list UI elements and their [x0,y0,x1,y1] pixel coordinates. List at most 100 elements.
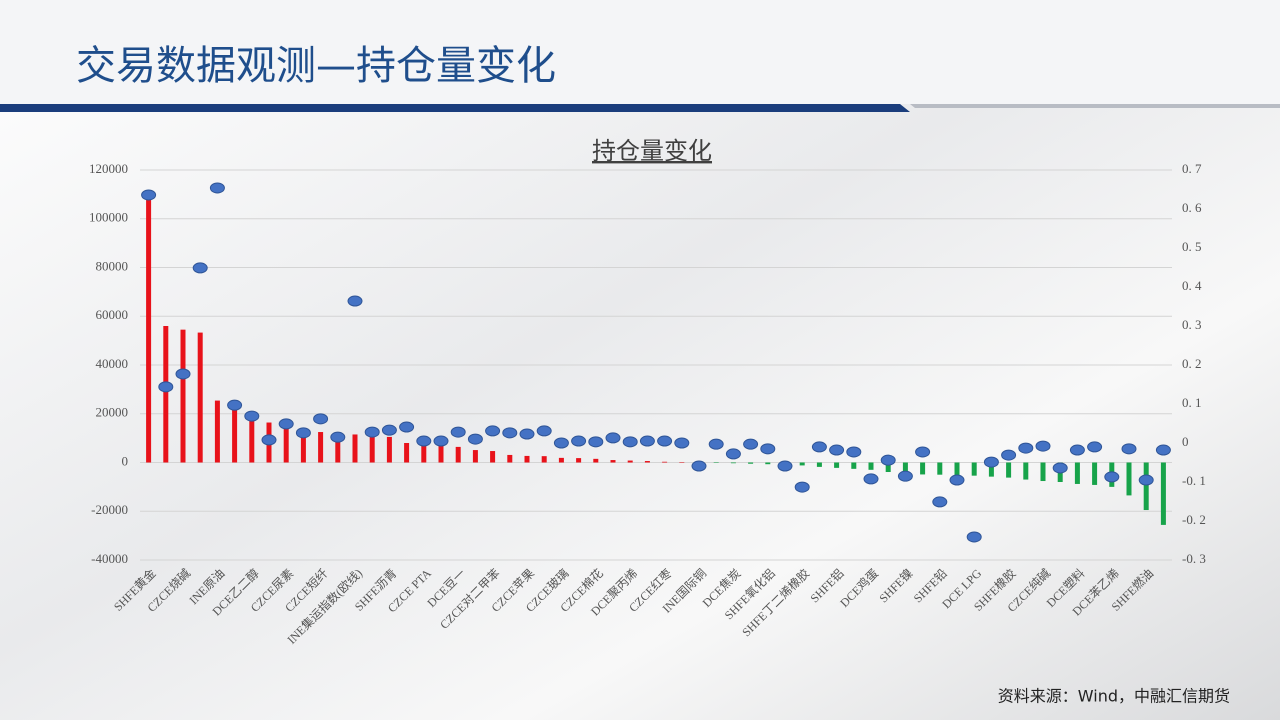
bar [146,194,152,463]
dot [313,413,329,425]
dot [1035,440,1051,452]
y2-tick-label: 0. 7 [1182,161,1202,176]
dot [399,421,415,433]
dot [691,460,707,472]
y2-tick-label: 0 [1182,434,1189,449]
bar [799,462,805,466]
bar [1040,462,1046,482]
bar [765,462,771,465]
dot [571,435,587,447]
dot [1018,442,1034,454]
bar [1092,462,1098,485]
bar [937,462,943,475]
bar [352,434,358,463]
bar [988,462,994,477]
bar [283,427,289,463]
bar [576,458,582,463]
bar [610,460,616,463]
dot [364,426,380,438]
bar [1023,462,1029,480]
dot [519,428,535,440]
dot [227,399,243,411]
bar [627,460,633,463]
y-tick-label: 120000 [89,161,128,176]
dot [1087,441,1103,453]
bar [1126,462,1132,496]
bar [438,445,444,463]
dot [708,438,724,450]
dot [622,436,638,448]
bar [1143,462,1149,511]
y2-tick-label: 0. 4 [1182,278,1202,293]
y-tick-label: 60000 [96,307,129,322]
dot [278,418,294,430]
bar [662,461,668,463]
header-rule-light [910,104,1280,108]
y2-tick-label: 0. 2 [1182,356,1202,371]
dot [1138,474,1154,486]
bar [713,462,719,463]
dot [657,435,673,447]
bar [902,462,908,474]
bar [748,462,754,464]
bar [593,458,599,463]
bar [541,456,547,463]
bar [214,400,220,463]
dot [811,441,827,453]
bar [386,436,392,463]
y2-tick-label: 0. 1 [1182,395,1202,410]
bar [971,462,977,476]
y-tick-label: -40000 [91,551,128,566]
y-tick-label: 20000 [96,405,129,420]
y2-tick-label: -0. 1 [1182,473,1206,488]
dot [829,444,845,456]
dot [261,434,277,446]
bar [834,462,840,468]
bar [472,450,478,463]
dot [605,432,621,444]
bar [558,457,564,463]
bar [421,444,427,463]
bar [404,443,410,463]
dot [880,454,896,466]
dot [863,473,879,485]
bar [1074,462,1080,484]
dot [295,427,311,439]
y2-tick-label: -0. 2 [1182,512,1206,527]
bar [644,461,650,463]
bar [954,462,960,476]
dot [639,435,655,447]
y-tick-label: 0 [122,453,129,468]
bar [507,454,513,463]
dot [949,474,965,486]
header-rule [0,104,910,112]
dot [1104,471,1120,483]
y-tick-label: 80000 [96,258,129,273]
dot [1155,444,1171,456]
dot [777,460,793,472]
dot [897,470,913,482]
dot [192,262,208,274]
bar [369,435,375,463]
dot [1052,462,1068,474]
dot [725,448,741,460]
dot [433,435,449,447]
bar [197,332,203,463]
source-note: 资料来源：Wind，中融汇信期货 [998,687,1230,706]
bar [318,432,324,463]
bar [180,329,186,463]
bar [249,417,255,463]
y2-tick-label: 0. 5 [1182,239,1202,254]
header-band [0,0,1280,104]
bar [868,462,874,470]
dot [588,436,604,448]
bar [679,462,685,463]
bar [1160,462,1166,525]
y-tick-label: 100000 [89,210,128,225]
dot [381,424,397,436]
dot [966,531,982,543]
page-title: 交易数据观测—持仓量变化 [76,43,556,89]
dot [743,438,759,450]
